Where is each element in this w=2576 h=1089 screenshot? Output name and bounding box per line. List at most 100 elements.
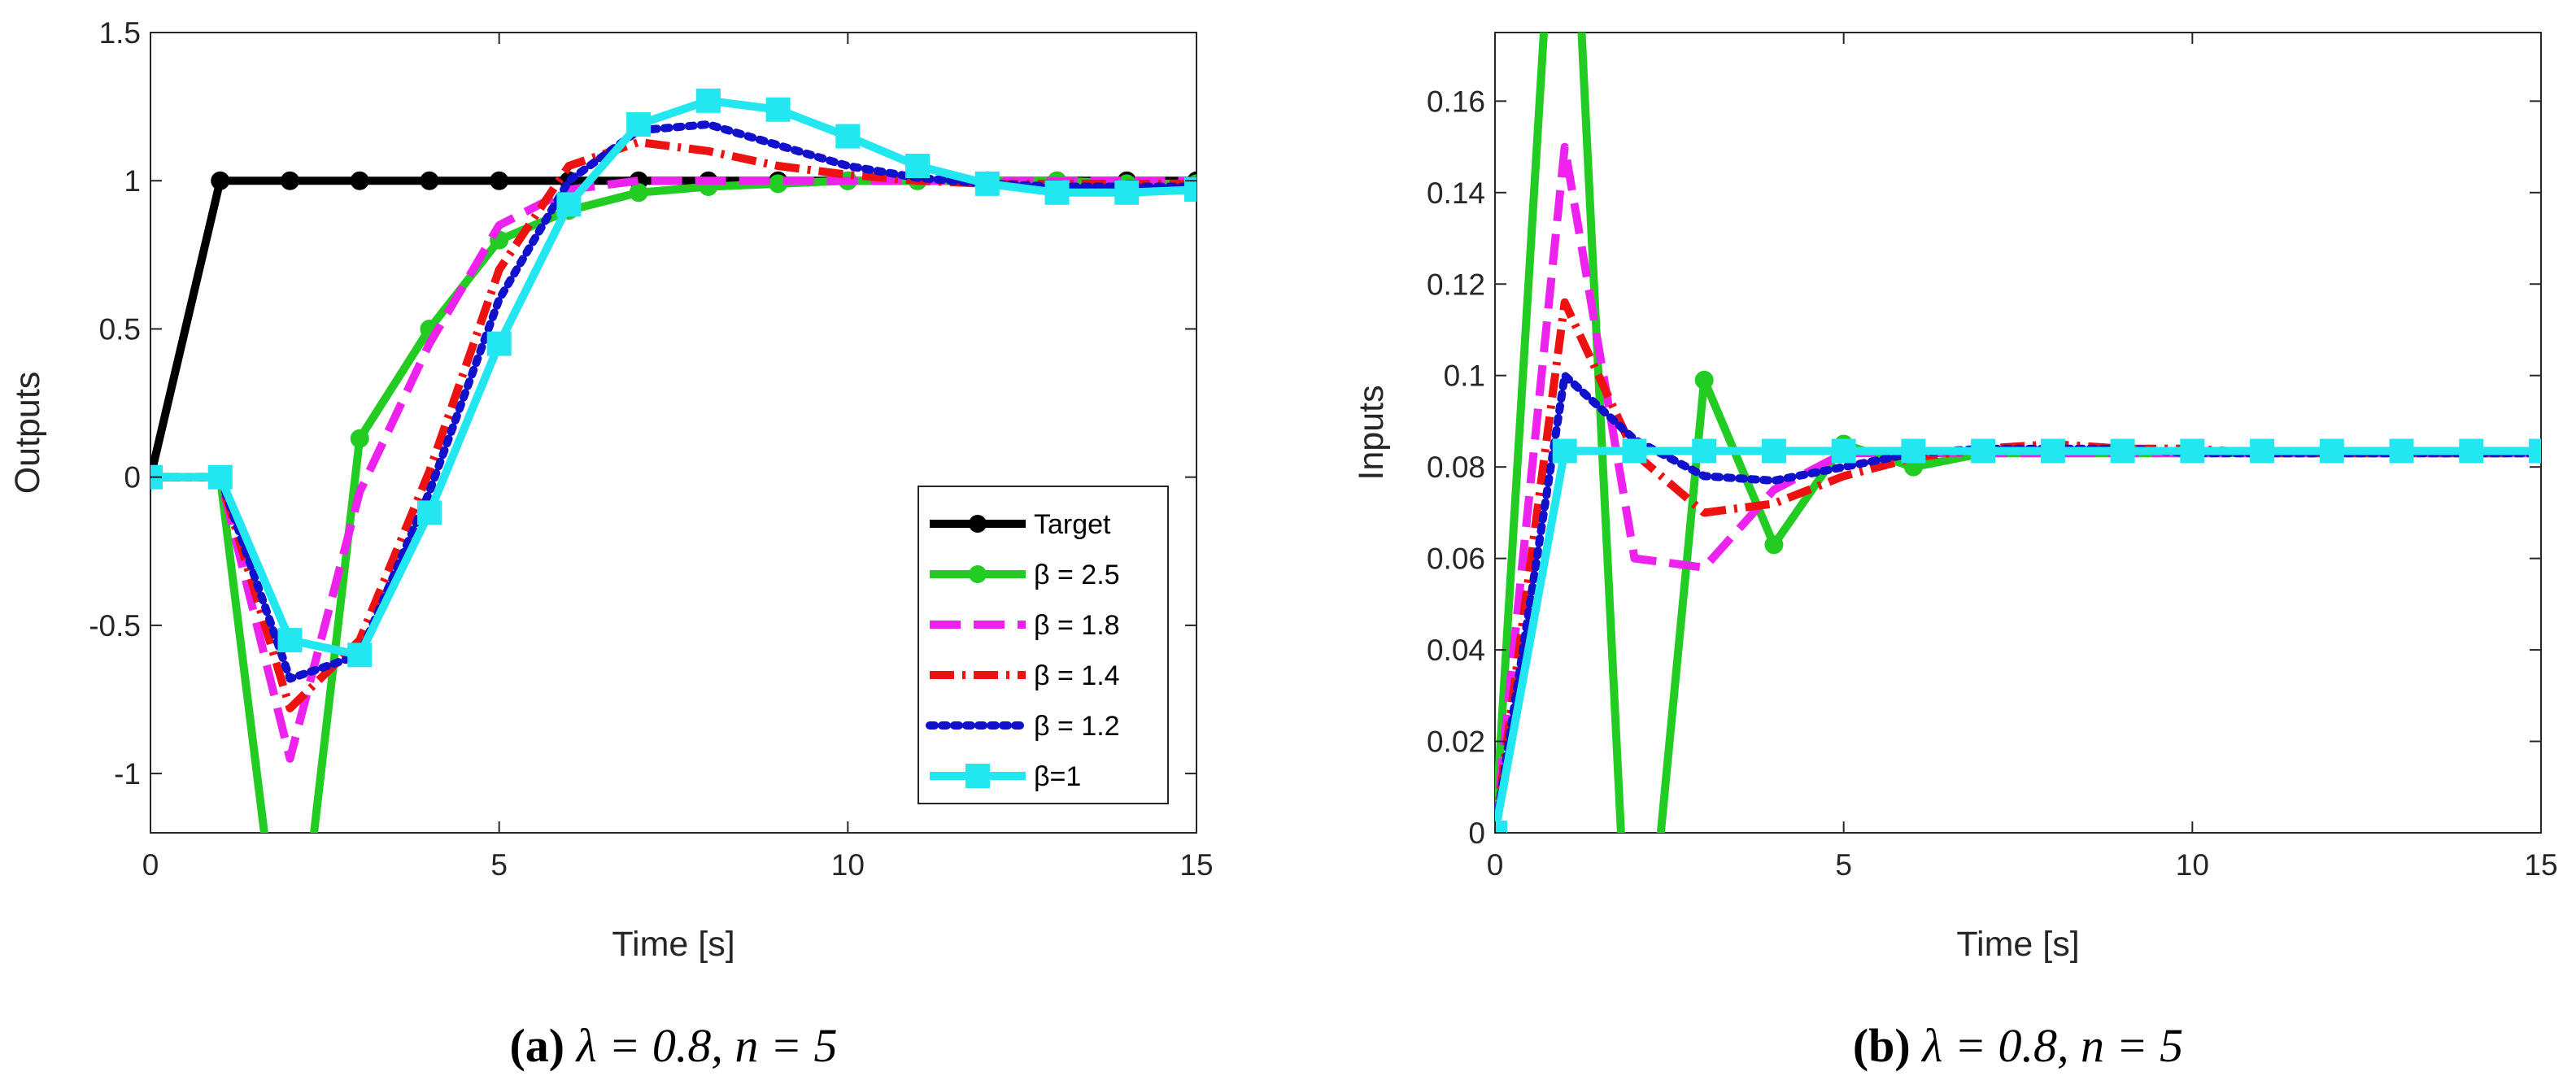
data-point-a-1-3 — [350, 429, 369, 448]
legend-label-2: β = 1.8 — [1034, 610, 1120, 641]
series-line-a-5 — [150, 96, 1196, 660]
data-point-a-0-5 — [490, 171, 509, 190]
data-point-a-0-3 — [350, 171, 369, 190]
x-axis-label-b: Time [s] — [1956, 925, 2079, 964]
y-tick-label-b-2: 0.04 — [1427, 634, 1485, 667]
legend-label-1: β = 2.5 — [1034, 560, 1120, 590]
chart-panel-b: 0 5 10 15 0 0.02 0.04 0.06 0.08 0.1 0.12 0.14 0.16 T… — [1352, 32, 2558, 1072]
data-point-a-1-2 — [281, 1031, 299, 1049]
caption-b-tag: (b) — [1853, 1019, 1911, 1072]
caption-b-lambda: λ = 0.8, — [1920, 1019, 2068, 1072]
data-point-b-1-4 — [1764, 535, 1784, 555]
legend-marker-1 — [969, 565, 987, 583]
data-point-b-5-9 — [2110, 438, 2135, 464]
legend-box — [918, 486, 1169, 804]
data-point-a-5-10 — [835, 124, 861, 149]
data-point-b-5-11 — [2250, 438, 2275, 464]
data-point-b-5-8 — [2040, 438, 2065, 464]
y-tick-label-a-3: 0.5 — [99, 312, 141, 346]
data-point-b-5-7 — [1971, 438, 1996, 464]
x-tick-label-b-3: 15 — [2524, 848, 2557, 882]
series-line-b-2 — [1495, 142, 2541, 833]
caption-a-n: n = 5 — [734, 1019, 837, 1072]
data-point-b-5-12 — [2319, 438, 2344, 464]
y-tick-label-a-5: 1.5 — [99, 16, 141, 50]
data-point-a-5-6 — [556, 192, 582, 217]
y-tick-label-b-8: 0.16 — [1427, 85, 1485, 118]
data-point-a-5-7 — [626, 111, 652, 137]
legend-label-0: Target — [1034, 509, 1111, 540]
data-point-b-5-14 — [2459, 438, 2484, 464]
caption-a-lambda: λ = 0.8, — [575, 1019, 723, 1072]
data-point-a-5-15 — [1184, 177, 1196, 203]
data-point-a-1-7 — [629, 183, 648, 203]
data-point-a-5-8 — [695, 88, 721, 113]
data-point-b-5-4 — [1761, 438, 1786, 464]
legend-marker-0 — [969, 515, 987, 533]
data-point-b-5-13 — [2389, 438, 2414, 464]
data-point-a-5-14 — [1114, 180, 1140, 205]
y-tick-label-a-2: 0 — [124, 461, 141, 494]
legend-label-3: β = 1.4 — [1034, 660, 1120, 691]
data-point-a-5-3 — [347, 643, 373, 668]
data-point-b-5-6 — [1901, 438, 1926, 464]
y-tick-label-b-7: 0.14 — [1427, 176, 1485, 210]
data-point-b-5-1 — [1552, 438, 1577, 464]
y-tick-label-b-1: 0.02 — [1427, 725, 1485, 759]
y-tick-label-b-4: 0.08 — [1427, 451, 1485, 484]
data-point-a-5-12 — [974, 171, 1000, 196]
chart-panel-a: 0 5 10 15 -1 -0.5 0 0.5 1 1.5 Time [s] Outputs Ta… — [8, 16, 1214, 1072]
data-point-b-5-10 — [2180, 438, 2205, 464]
data-point-a-0-2 — [280, 171, 299, 190]
data-point-a-5-4 — [416, 500, 442, 525]
y-tick-label-b-3: 0.06 — [1427, 542, 1485, 576]
data-point-b-5-15 — [2529, 438, 2541, 464]
x-tick-label-b-1: 5 — [1835, 848, 1852, 882]
y-axis-label-a: Outputs — [8, 372, 47, 494]
plot-area-b — [1494, 32, 2542, 834]
y-axis-label-b: Inputs — [1352, 385, 1391, 480]
data-point-a-5-9 — [765, 97, 791, 122]
y-tick-label-b-5: 0.1 — [1444, 359, 1485, 393]
axis-ticks-a: 0 5 10 15 -1 -0.5 0 0.5 1 1.5 — [89, 16, 1213, 882]
data-point-a-5-11 — [905, 154, 931, 178]
x-axis-label-a: Time [s] — [612, 925, 734, 964]
data-point-a-0-4 — [420, 171, 439, 190]
y-tick-label-b-6: 0.12 — [1427, 268, 1485, 301]
x-tick-label-b-0: 0 — [1487, 848, 1504, 882]
x-tick-label-a-3: 15 — [1179, 848, 1213, 882]
legend-label-4: β = 1.2 — [1034, 711, 1120, 742]
axis-ticks-b: 0 5 10 15 0 0.02 0.04 0.06 0.08 0.1 0.12 0.14 0.16 — [1427, 33, 2558, 882]
data-point-b-1-3 — [1694, 370, 1714, 390]
data-point-a-5-13 — [1044, 180, 1070, 205]
data-point-a-5-1 — [207, 464, 233, 490]
x-tick-label-a-1: 5 — [490, 848, 508, 882]
axes-box-b — [1494, 32, 2542, 834]
y-tick-label-a-1: -0.5 — [89, 609, 141, 643]
data-point-b-5-3 — [1692, 438, 1717, 464]
caption-b-n: n = 5 — [2081, 1019, 2183, 1072]
plot-area-a — [150, 32, 1197, 1049]
y-tick-label-b-0: 0 — [1468, 817, 1485, 850]
caption-a-tag: (a) — [509, 1019, 564, 1072]
series-line-a-2 — [150, 176, 1196, 763]
y-tick-label-a-4: 1 — [124, 164, 141, 198]
data-point-a-0-1 — [211, 171, 230, 190]
x-tick-label-a-0: 0 — [142, 848, 159, 882]
legend-marker-5 — [965, 764, 990, 788]
data-point-b-5-2 — [1622, 438, 1647, 464]
data-point-a-5-2 — [277, 628, 303, 653]
series-group-a — [150, 88, 1196, 1049]
data-point-b-5-0 — [1495, 821, 1507, 833]
data-point-b-5-5 — [1831, 438, 1856, 464]
caption-b: (b) λ = 0.8, n = 5 — [1853, 1019, 2183, 1072]
legend-label-5: β=1 — [1034, 761, 1081, 792]
x-tick-label-b-2: 10 — [2176, 848, 2209, 882]
x-tick-label-a-2: 10 — [831, 848, 865, 882]
series-line-a-3 — [150, 137, 1196, 712]
y-tick-label-a-0: -1 — [114, 757, 141, 791]
legend: Target β = 2.5 β = 1.8 β = 1.4 β = 1.2 β=1 — [918, 486, 1169, 804]
series-line-b-5 — [1495, 446, 2541, 833]
caption-a: (a) λ = 0.8, n = 5 — [509, 1019, 837, 1072]
